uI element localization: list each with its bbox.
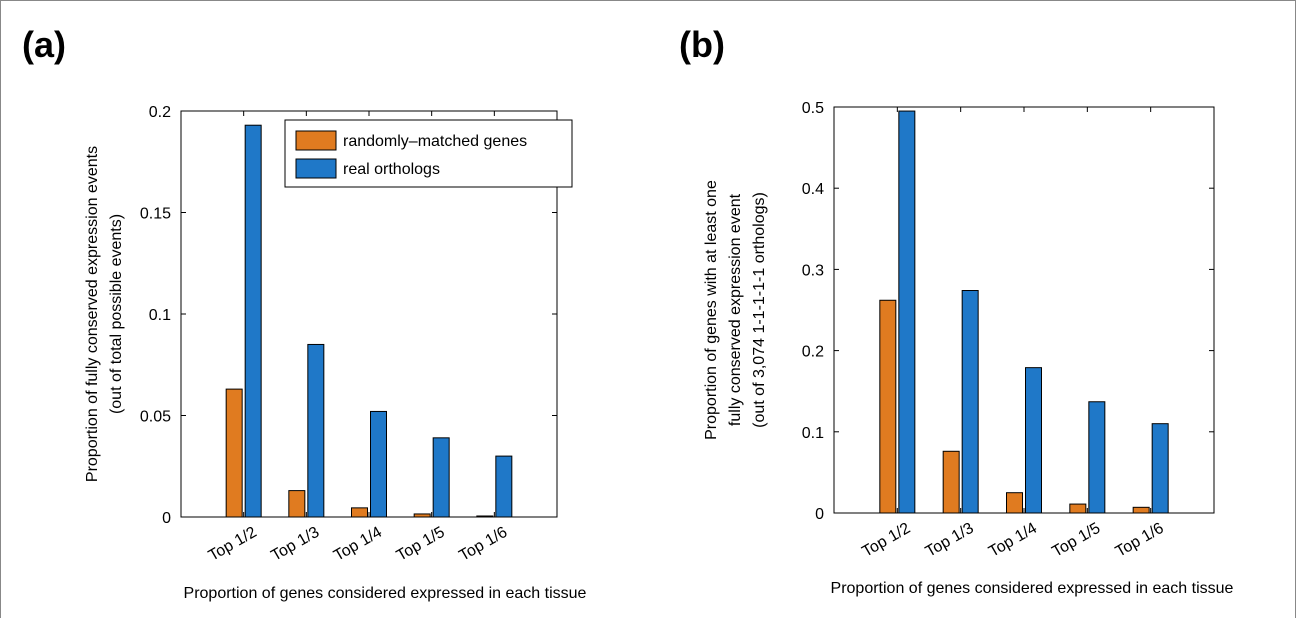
panel-a-ytick-label: 0.1	[149, 307, 171, 324]
panel-a-xtick-label: Top 1/5	[394, 524, 448, 565]
panel-b-bars	[879, 110, 1169, 514]
panel-b-ytick-label: 0.4	[802, 181, 824, 198]
panel-a-ylabel: Proportion of fully conserved expression…	[84, 146, 125, 482]
panel-a-legend: randomly–matched genes real orthologs	[284, 119, 573, 188]
panel-b-xtick-label: Top 1/2	[859, 520, 913, 561]
panel-b-bar-random-2	[942, 450, 960, 514]
panel-b-ytick-label: 0.2	[802, 344, 824, 361]
panel-a-ytick-label: 0.05	[140, 409, 171, 426]
panel-b-ytick-label: 0.3	[802, 262, 824, 279]
panel-a-bar-random-2	[288, 490, 306, 518]
legend-swatch-random	[295, 130, 337, 151]
panel-a-bar-orthologs-4	[432, 437, 450, 518]
panel-a-ytick-label: 0	[162, 510, 171, 527]
panel-b-ylabel-line-2: fully conserved expression event	[727, 193, 744, 426]
panel-a-bar-orthologs-3	[370, 410, 387, 518]
panel-b-bar-orthologs-5	[1151, 423, 1169, 514]
panel-b-label: (b)	[679, 24, 725, 65]
panel-a: (a) 00.050.10.150.2 Top 1/2 Top 1/3 Top 1/…	[22, 24, 587, 602]
panel-b-bar-random-1	[879, 299, 897, 514]
panel-a-label: (a)	[22, 24, 66, 65]
panel-b-xlabel: Proportion of genes considered expressed…	[831, 580, 1234, 597]
panel-a-ylabel-line-2: (out of total possible events)	[108, 214, 125, 414]
panel-b-xtick-label: Top 1/5	[1049, 520, 1103, 561]
panel-b-bar-orthologs-3	[1025, 367, 1042, 514]
panel-a-yaxis: 0 0.05 0.1 0.15 0.2	[140, 104, 557, 527]
panel-b: (b) 00.10.20.30.40.5 Top 1/2 Top 1/3 Top 1…	[679, 24, 1234, 597]
panel-a-xlabel: Proportion of genes considered expressed…	[184, 585, 587, 602]
panel-b-ytick-label: 0.1	[802, 425, 824, 442]
panel-a-bar-random-1	[225, 388, 243, 518]
panel-a-xtick-label: Top 1/2	[206, 524, 260, 565]
panel-b-bar-random-5	[1132, 506, 1150, 514]
panel-a-xtick-label: Top 1/3	[268, 524, 322, 565]
panel-b-ytick-label: 0.5	[802, 100, 824, 117]
panel-b-bar-orthologs-2	[961, 290, 979, 514]
panel-b-yaxis: 0 0.1 0.2 0.3 0.4 0.5	[802, 100, 1214, 523]
legend-label-orthologs: real orthologs	[343, 161, 440, 178]
panel-a-ylabel-line-1: Proportion of fully conserved expression…	[84, 146, 101, 482]
panel-b-bar-orthologs-4	[1088, 401, 1106, 514]
panel-b-ytick-label: 0	[815, 506, 824, 523]
panel-b-bar-random-3	[1006, 492, 1023, 514]
panel-b-ylabel: Proportion of genes with at least one fu…	[703, 180, 768, 440]
panel-a-bars	[225, 124, 513, 518]
panel-a-ytick-label: 0.15	[140, 206, 171, 223]
panel-b-xtick-label: Top 1/4	[986, 520, 1040, 561]
panel-a-ytick-label: 0.2	[149, 104, 171, 121]
panel-b-xtick-label: Top 1/3	[923, 520, 977, 561]
panel-a-xtick-label: Top 1/6	[456, 524, 510, 565]
legend-swatch-orthologs	[295, 158, 337, 179]
panel-b-xtick-label: Top 1/6	[1113, 520, 1167, 561]
panel-a-xtick-label: Top 1/4	[331, 524, 385, 565]
panel-b-ylabel-line-1: Proportion of genes with at least one	[703, 180, 720, 440]
panel-b-bar-random-4	[1069, 503, 1087, 514]
panel-a-bar-orthologs-1	[244, 124, 262, 518]
panel-a-bar-orthologs-2	[307, 343, 325, 518]
panel-b-ylabel-line-3: (out of 3,074 1-1-1-1-1 orthologs)	[751, 192, 768, 428]
legend-label-random: randomly–matched genes	[343, 133, 527, 150]
panel-b-bar-orthologs-1	[898, 110, 916, 514]
panel-a-bar-random-3	[351, 507, 368, 518]
panel-a-bar-orthologs-5	[495, 455, 513, 518]
